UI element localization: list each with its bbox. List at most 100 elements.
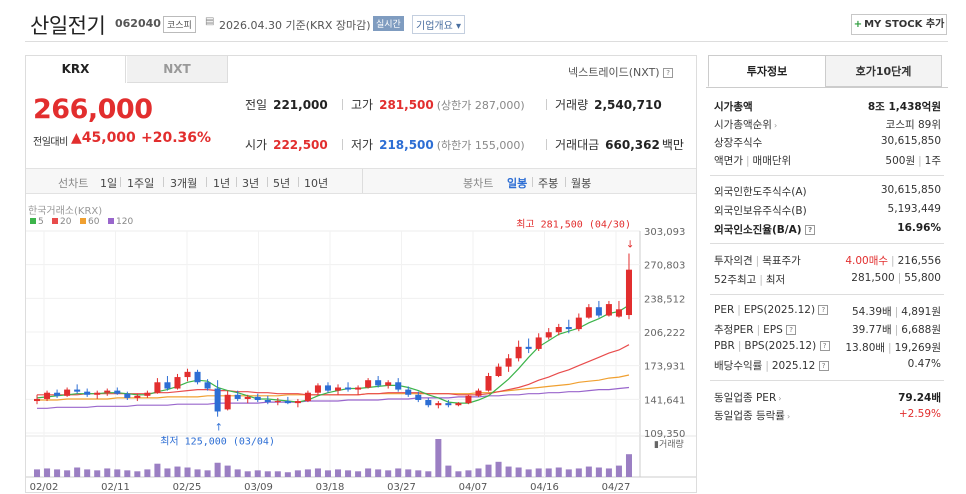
volume-bar [515, 467, 522, 477]
tab-underline [706, 87, 948, 88]
x-tick-label: 02/25 [173, 482, 202, 493]
divider [206, 177, 207, 187]
dividend-text: 배당수익률 [714, 360, 763, 372]
x-tick-label: 02/11 [101, 482, 130, 493]
divider: | [756, 324, 761, 336]
candle-body [625, 269, 632, 316]
par-value-value: 500원 | 1주 [885, 153, 941, 168]
divider [565, 177, 566, 187]
high-arrow-icon: ↓ [626, 240, 634, 251]
market-cap-rank-text: 시가총액순위 [714, 119, 772, 131]
y-tick-label: 303,093 [644, 227, 685, 238]
wk52-high: 281,500 [851, 272, 895, 284]
period-5y[interactable]: 5년 [273, 177, 291, 190]
volume-bar [124, 470, 131, 477]
candle-body [44, 392, 51, 399]
divider: | [745, 155, 750, 167]
period-1w[interactable]: 1주일 [127, 177, 155, 190]
volume-bar [385, 470, 392, 477]
per-text: PER [714, 304, 735, 316]
candle-body [54, 392, 61, 396]
candle-daily[interactable]: 일봉 [507, 177, 528, 190]
pbr-text: PBR [714, 340, 735, 352]
dividend-label: 배당수익률 | 2025.12 ? [714, 358, 829, 373]
volume-bar [595, 467, 602, 477]
volume-bar [304, 469, 311, 477]
help-icon[interactable]: ? [805, 225, 816, 235]
sector-per-text: 동일업종 PER [714, 392, 777, 404]
volume-bar [214, 462, 221, 477]
sector-per-value: 79.24배 [898, 392, 941, 404]
realtime-button[interactable]: 실시간 [373, 16, 404, 31]
candle-body [154, 382, 161, 393]
period-10y[interactable]: 10년 [304, 177, 329, 190]
help-icon[interactable]: ? [663, 68, 674, 78]
target-text: 목표주가 [762, 255, 801, 267]
candle-body [64, 389, 71, 396]
candle-body [455, 403, 462, 406]
help-icon[interactable]: ? [819, 341, 830, 351]
tab-nxt[interactable]: NXT [127, 56, 228, 83]
company-overview-label: 기업개요 [416, 21, 453, 32]
period-3y[interactable]: 3년 [242, 177, 260, 190]
tab-orderbook[interactable]: 호가10단계 [825, 55, 942, 87]
candle-body [415, 394, 422, 401]
volume-bar [365, 468, 372, 477]
foreign-ratio-row: 외국인소진율(B/A) ? 16.96% [714, 222, 941, 238]
period-1y[interactable]: 1년 [213, 177, 231, 190]
volume-bar [324, 470, 331, 477]
header-divider [25, 41, 948, 42]
foreign-ratio-text: 외국인소진율(B/A) [714, 224, 802, 236]
current-price: 266,000 [33, 94, 153, 125]
candle-body [204, 382, 211, 389]
price-chart[interactable]: 한국거래소(KRX)5 20 60 120 303,093 270,803 238,512 2… [26, 201, 696, 493]
nextrade-link[interactable]: 넥스트레이드(NXT) ? [568, 64, 674, 80]
market-cap-rank-row[interactable]: 시가총액순위 › 코스피 89위 [714, 117, 941, 133]
foreign-hold-value: 5,193,449 [887, 203, 941, 215]
help-icon[interactable]: ? [818, 305, 829, 315]
candle-body [365, 380, 372, 388]
candle-body [274, 401, 281, 403]
volume-bar [94, 470, 101, 477]
volume-bar [455, 471, 462, 477]
stock-code: 062040 [115, 17, 161, 30]
candle-body [435, 403, 442, 406]
wk52-row: 52주최고 | 최저 281,500 | 55,800 [714, 272, 941, 288]
divider: | [918, 155, 922, 167]
candle-body [294, 401, 301, 404]
candle-body [164, 382, 171, 389]
sector-rate-row[interactable]: 동일업종 등락률 › +2.59% [714, 408, 941, 424]
period-1d[interactable]: 1일 [100, 177, 118, 190]
volume-bar [74, 467, 81, 477]
volume-bar [485, 464, 492, 477]
candle-weekly[interactable]: 주봉 [538, 177, 559, 190]
volume-bar [44, 468, 51, 477]
market-cap-row: 시가총액 8조 1,438억원 [714, 99, 941, 115]
opinion-text: 투자의견 [714, 255, 753, 267]
volume-bar [405, 469, 412, 477]
period-3m[interactable]: 3개월 [170, 177, 198, 190]
add-mystock-button[interactable]: + MY STOCK 추가 [851, 14, 947, 35]
section-divider [710, 380, 944, 381]
help-icon[interactable]: ? [786, 325, 797, 335]
volume-bar [114, 469, 121, 477]
divider: | [891, 255, 895, 267]
divider [546, 99, 547, 110]
x-tick-label: 04/07 [459, 482, 488, 493]
tab-krx[interactable]: KRX [26, 56, 126, 83]
candle-body [134, 395, 141, 398]
company-overview-dropdown[interactable]: 기업개요 ▾ [412, 15, 466, 34]
legend-label: 60 [88, 217, 100, 227]
est-eps-text: EPS [763, 324, 783, 336]
sector-per-row[interactable]: 동일업종 PER › 79.24배 [714, 390, 941, 406]
help-icon[interactable]: ? [818, 361, 829, 371]
candle-body [34, 398, 41, 402]
divider [298, 177, 299, 187]
tab-investment-info[interactable]: 투자정보 [708, 55, 826, 87]
candle-body [585, 307, 592, 318]
dividend-row: 배당수익률 | 2025.12 ? 0.47% [714, 358, 941, 374]
volume-bar [445, 465, 452, 477]
candle-body [224, 394, 231, 410]
volume-bar [194, 469, 201, 477]
candle-monthly[interactable]: 월봉 [571, 177, 592, 190]
